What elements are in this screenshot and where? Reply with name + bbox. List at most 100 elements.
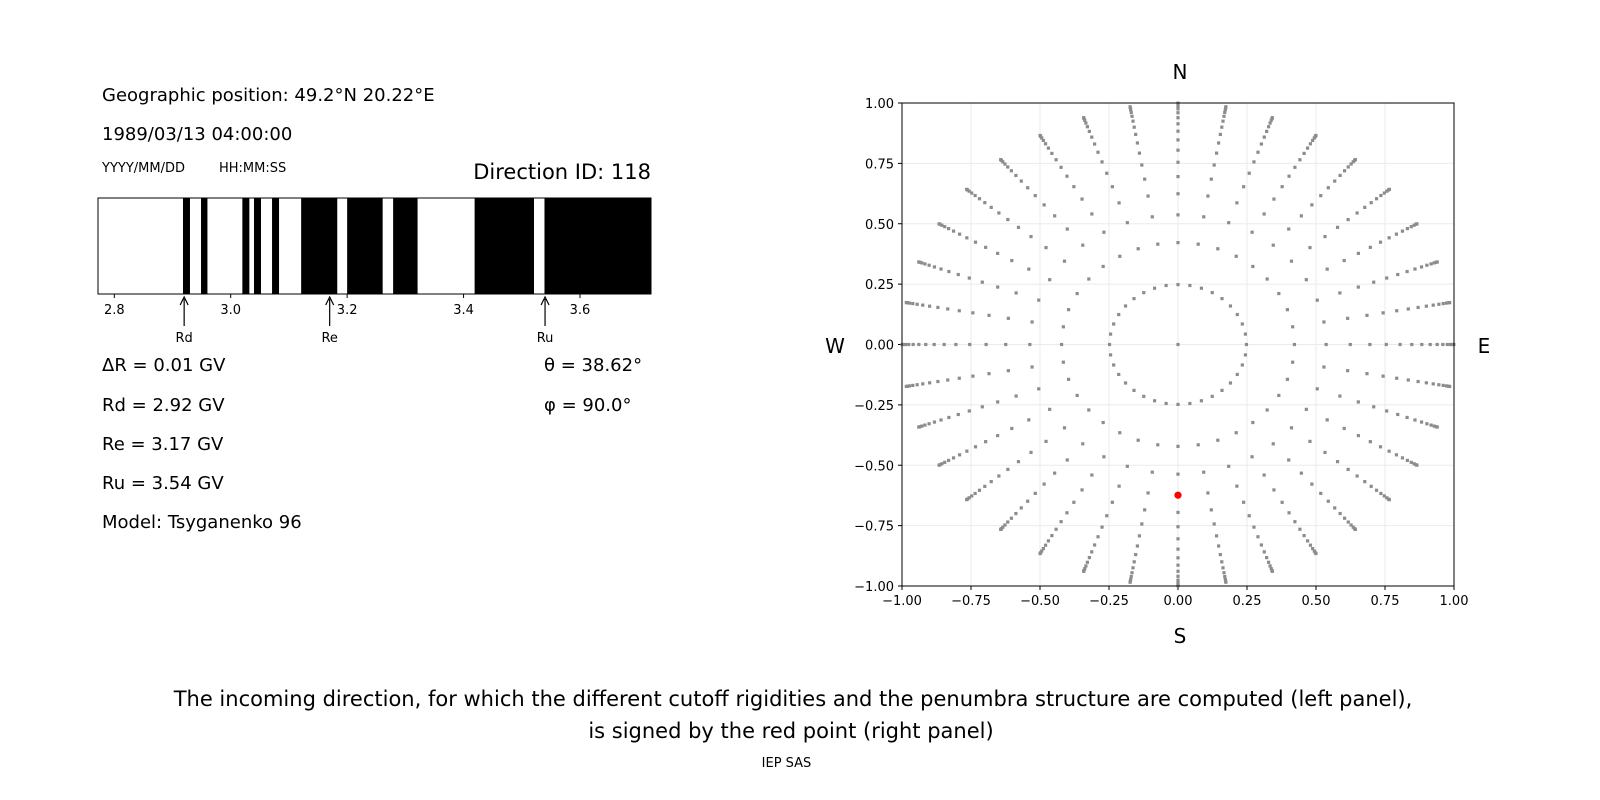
direction-point — [1150, 215, 1154, 219]
direction-point — [1396, 272, 1400, 277]
direction-point — [1271, 442, 1275, 446]
direction-point — [1222, 114, 1226, 118]
direction-point — [1132, 560, 1136, 564]
direction-point — [937, 222, 941, 226]
direction-point — [1082, 116, 1086, 120]
direction-point — [1156, 242, 1160, 246]
direction-point — [947, 415, 951, 420]
compass-south: S — [1174, 624, 1187, 648]
date-format-label: YYYY/MM/DD — [102, 161, 185, 176]
direction-point — [951, 456, 956, 460]
direction-point — [1240, 322, 1244, 326]
direction-point — [1216, 438, 1220, 442]
direction-point — [957, 376, 961, 380]
direction-point — [1444, 301, 1449, 305]
direction-point — [1220, 560, 1224, 564]
direction-point — [977, 197, 982, 201]
direction-point — [1256, 150, 1260, 154]
direction-point — [1041, 138, 1045, 143]
direction-point — [947, 227, 951, 231]
direction-point — [1285, 308, 1290, 312]
arrow-head-icon — [179, 295, 189, 306]
direction-point — [1096, 535, 1100, 539]
direction-point — [1346, 520, 1350, 524]
x-tick-label: 0.50 — [1302, 594, 1331, 609]
direction-point — [1250, 230, 1254, 234]
direction-point — [1105, 171, 1109, 175]
direction-point — [1218, 552, 1222, 557]
direction-point — [1242, 185, 1246, 189]
direction-point — [911, 342, 915, 347]
direction-point — [1448, 300, 1452, 305]
forbidden-band — [272, 198, 280, 294]
direction-point — [1308, 142, 1313, 146]
direction-point — [1314, 133, 1318, 138]
direction-point — [1125, 464, 1129, 468]
direction-point — [1277, 393, 1281, 398]
direction-point — [973, 240, 978, 244]
direction-point — [1310, 482, 1314, 486]
direction-point — [1132, 388, 1136, 392]
direction-point — [1136, 247, 1140, 251]
direction-point — [1003, 523, 1007, 527]
direction-point — [1342, 516, 1347, 520]
direction-point — [1356, 434, 1360, 438]
direction-point — [1223, 110, 1227, 115]
direction-point — [1409, 225, 1413, 229]
direction-point — [996, 434, 1000, 438]
direction-point — [956, 272, 960, 277]
direction-point — [1223, 577, 1227, 582]
direction-point — [1026, 186, 1030, 190]
direction-point — [1420, 342, 1424, 347]
direction-point — [1381, 311, 1385, 315]
direction-point — [1062, 426, 1067, 430]
direction-point — [968, 342, 972, 347]
direction-point — [1429, 423, 1433, 427]
direction-point — [1342, 169, 1347, 173]
direction-point — [973, 491, 977, 496]
direction-point — [1134, 552, 1138, 557]
direction-point — [1042, 203, 1046, 207]
direction-point — [1324, 342, 1328, 347]
caption-line-2: is signed by the red point (right panel) — [588, 719, 994, 743]
direction-point — [1293, 165, 1297, 169]
direction-point — [1242, 500, 1246, 504]
direction-point — [1413, 267, 1417, 271]
direction-point — [1342, 258, 1346, 263]
direction-point — [1311, 546, 1315, 551]
direction-point — [1061, 360, 1065, 364]
direction-point — [1132, 297, 1136, 301]
direction-point — [1323, 234, 1327, 239]
direction-point — [1435, 260, 1439, 264]
direction-point — [1291, 360, 1295, 364]
x-tick-label: 3.0 — [220, 303, 241, 318]
direction-point — [1394, 453, 1399, 457]
direction-point — [1072, 185, 1076, 189]
direction-point — [1108, 332, 1113, 336]
direction-point — [1325, 267, 1329, 271]
direction-point — [1146, 491, 1150, 495]
direction-point — [1308, 246, 1312, 250]
direction-point — [1244, 342, 1249, 347]
direction-point — [1027, 267, 1031, 271]
direction-point — [1202, 215, 1206, 219]
direction-point — [1289, 259, 1294, 263]
direction-point — [907, 301, 912, 305]
direction-point — [1214, 534, 1219, 538]
x-tick-label: 3.4 — [453, 303, 474, 318]
direction-point — [1412, 462, 1416, 466]
time-format-label: HH:MM:SS — [219, 161, 287, 176]
direction-point — [1305, 146, 1310, 150]
direction-point — [1130, 571, 1134, 575]
geo-position: Geographic position: 49.2°N 20.22°E — [102, 85, 435, 106]
direction-point — [984, 245, 988, 249]
direction-point — [1072, 500, 1076, 504]
direction-point — [1223, 574, 1227, 579]
direction-point — [965, 449, 969, 453]
direction-point — [1265, 277, 1269, 281]
direction-point — [1014, 394, 1018, 398]
direction-point — [1385, 189, 1389, 193]
direction-point — [1308, 439, 1312, 443]
direction-point — [1176, 444, 1180, 448]
direction-point — [1406, 307, 1410, 311]
